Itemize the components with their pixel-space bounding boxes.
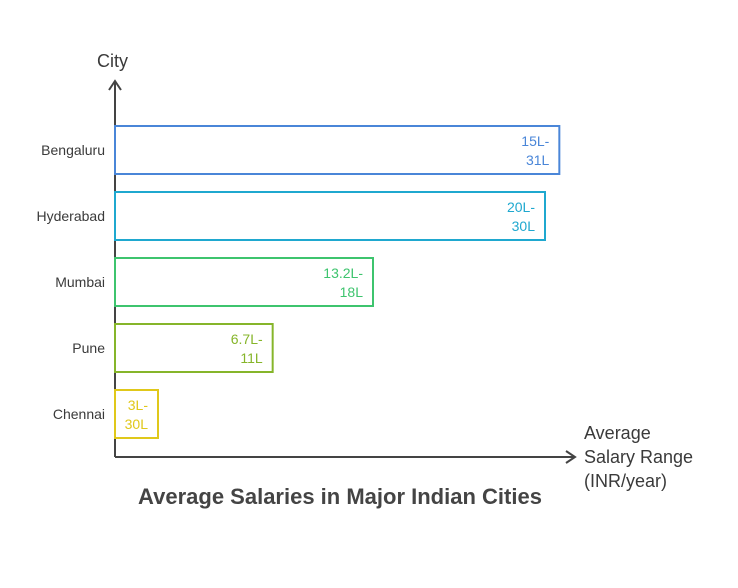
x-axis-title-line: Salary Range bbox=[584, 447, 693, 467]
category-label-bengaluru: Bengaluru bbox=[41, 142, 105, 158]
value-label-line: 11L bbox=[240, 350, 263, 366]
x-axis-title-line: (INR/year) bbox=[584, 471, 667, 491]
category-label-pune: Pune bbox=[72, 340, 105, 356]
category-labels: Bengaluru Hyderabad Mumbai Pune Chennai bbox=[37, 142, 106, 422]
value-label-line: 6.7L- bbox=[231, 331, 263, 347]
value-label-hyderabad: 20L- 30L bbox=[507, 199, 535, 234]
bar-hyderabad bbox=[114, 191, 546, 241]
value-label-bengaluru: 15L- 31L bbox=[521, 133, 549, 168]
bar-bengaluru bbox=[114, 125, 561, 175]
value-label-line: 13.2L- bbox=[323, 265, 363, 281]
x-axis-arrow-icon bbox=[565, 450, 577, 464]
bar-chennai bbox=[114, 389, 159, 439]
x-axis-title-line: Average bbox=[584, 423, 651, 443]
bar-pune bbox=[114, 323, 274, 373]
value-label-line: 15L- bbox=[521, 133, 549, 149]
y-axis-title: City bbox=[97, 51, 128, 71]
category-label-chennai: Chennai bbox=[53, 406, 105, 422]
value-label-pune: 6.7L- 11L bbox=[231, 331, 263, 366]
chart-title: Average Salaries in Major Indian Cities bbox=[138, 484, 542, 509]
value-label-mumbai: 13.2L- 18L bbox=[323, 265, 363, 300]
value-label-line: 18L bbox=[340, 284, 364, 300]
bar-mumbai bbox=[114, 257, 374, 307]
value-label-line: 31L bbox=[526, 152, 550, 168]
category-label-hyderabad: Hyderabad bbox=[37, 208, 106, 224]
category-label-mumbai: Mumbai bbox=[55, 274, 105, 290]
bars-group bbox=[114, 125, 561, 439]
chart-axes: City Average Salary Range (INR/year) bbox=[97, 51, 693, 491]
value-label-chennai: 3L-30L bbox=[125, 397, 149, 432]
y-axis-arrow-icon bbox=[108, 79, 122, 91]
value-label-line: 20L- bbox=[507, 199, 535, 215]
value-label-line: 3L- bbox=[128, 397, 149, 413]
value-label-line: 30L bbox=[125, 416, 149, 432]
x-axis-title: Average Salary Range (INR/year) bbox=[584, 423, 693, 491]
value-label-line: 30L bbox=[512, 218, 536, 234]
